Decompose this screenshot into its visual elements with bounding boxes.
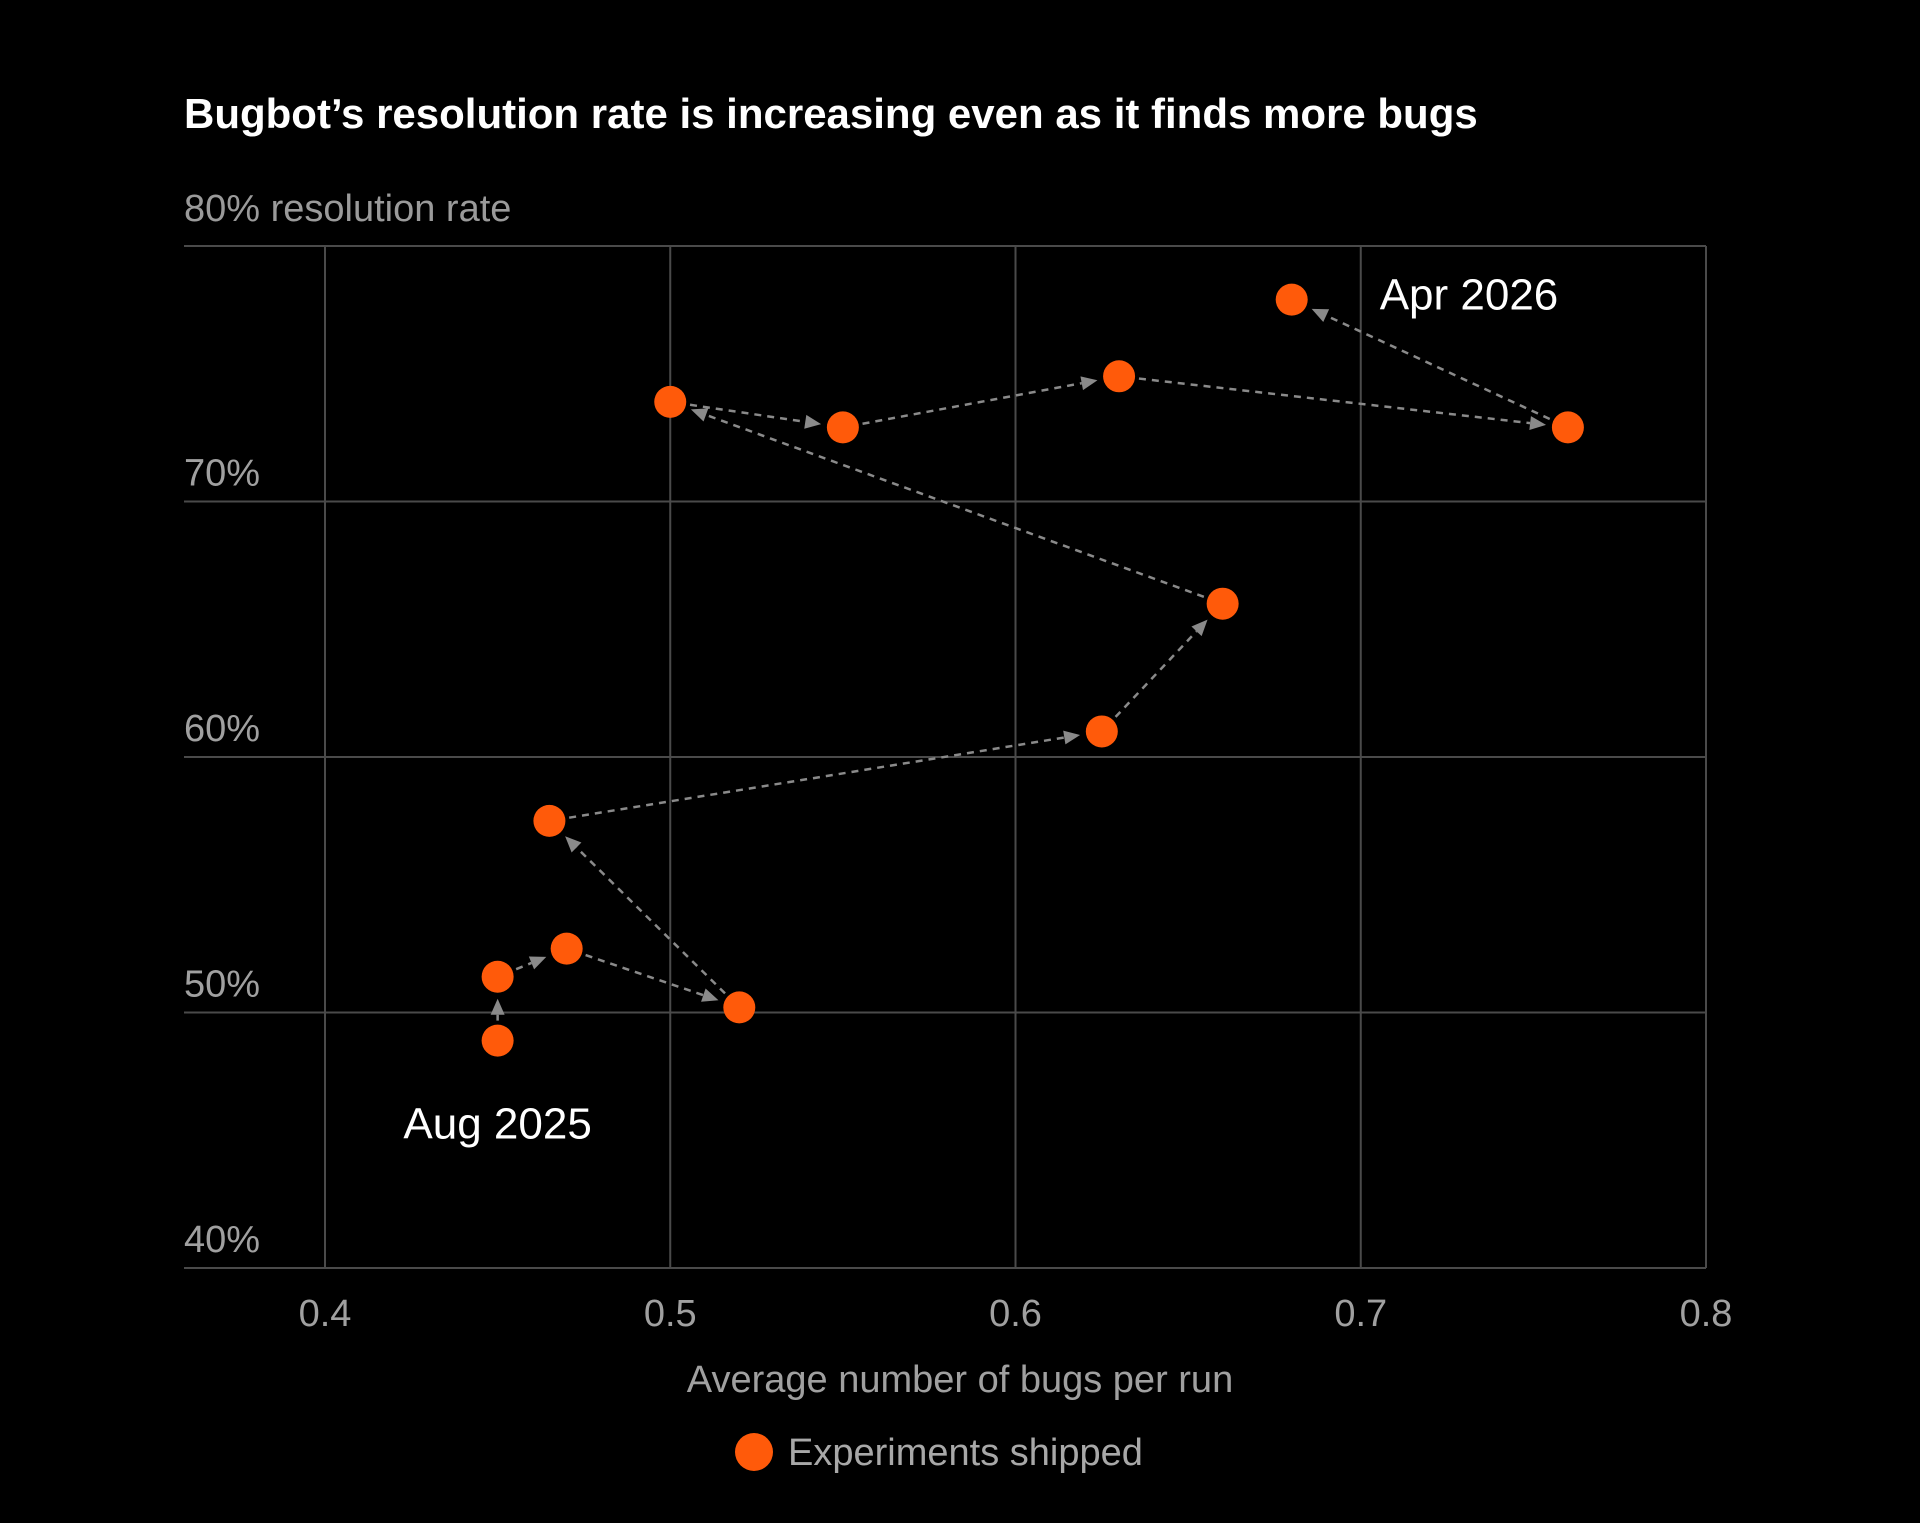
y-tick-label: 60% <box>184 708 260 750</box>
chart-title: Bugbot’s resolution rate is increasing e… <box>184 90 1478 137</box>
data-point <box>1551 411 1584 444</box>
arrow-head <box>1080 376 1098 391</box>
data-point <box>1103 360 1136 393</box>
data-point <box>481 1024 514 1057</box>
arrow-head <box>804 414 822 429</box>
x-axis-label: Average number of bugs per run <box>687 1359 1233 1401</box>
x-tick-label: 0.5 <box>644 1293 697 1335</box>
data-points <box>481 283 1584 1057</box>
legend: Experiments shipped <box>735 1432 1143 1474</box>
arrow-head <box>490 998 505 1015</box>
y-tick-label: 40% <box>184 1219 260 1261</box>
legend-label: Experiments shipped <box>788 1432 1143 1474</box>
data-point <box>1275 283 1308 316</box>
tick-labels: 40% 50% 60% 70% 0.4 0.5 0.6 0.7 0.8 <box>184 453 1732 1336</box>
annotation-start: Aug 2025 <box>403 1100 591 1149</box>
data-point <box>550 932 583 965</box>
data-point <box>826 411 859 444</box>
connector-line <box>862 381 1082 425</box>
connector-line <box>705 413 1205 599</box>
annotation-end: Apr 2026 <box>1380 271 1559 320</box>
y-tick-label: 50% <box>184 964 260 1006</box>
y-axis-label: 80% resolution rate <box>184 188 511 230</box>
data-point <box>723 991 756 1024</box>
connector-line <box>568 736 1065 819</box>
data-point <box>654 385 687 418</box>
connector-line <box>515 961 532 971</box>
legend-marker <box>735 1433 773 1471</box>
data-point <box>1085 715 1118 748</box>
arrow-head <box>1191 619 1208 637</box>
connector-line <box>1138 377 1531 425</box>
x-tick-label: 0.4 <box>299 1293 352 1335</box>
annotations: Aug 2025 Apr 2026 <box>403 271 1558 1149</box>
arrow-head <box>1311 308 1330 322</box>
arrow-head <box>1529 416 1547 431</box>
connector-lines <box>490 308 1551 1021</box>
data-point <box>481 960 514 993</box>
x-tick-label: 0.6 <box>989 1293 1042 1335</box>
x-tick-label: 0.7 <box>1334 1293 1387 1335</box>
x-tick-label: 0.8 <box>1680 1293 1733 1335</box>
data-point <box>1206 587 1239 620</box>
arrow-head <box>565 836 582 853</box>
connector-line <box>1114 630 1198 718</box>
connector-line <box>1325 314 1551 421</box>
y-tick-label: 70% <box>184 453 260 495</box>
arrow-head <box>1063 730 1081 745</box>
data-point <box>533 804 566 837</box>
connector-line <box>689 403 806 424</box>
arrow-head <box>690 408 709 422</box>
connector-line <box>585 953 704 997</box>
connector-line <box>575 846 726 995</box>
arrow-head <box>528 956 547 970</box>
arrow-head <box>701 988 719 1002</box>
